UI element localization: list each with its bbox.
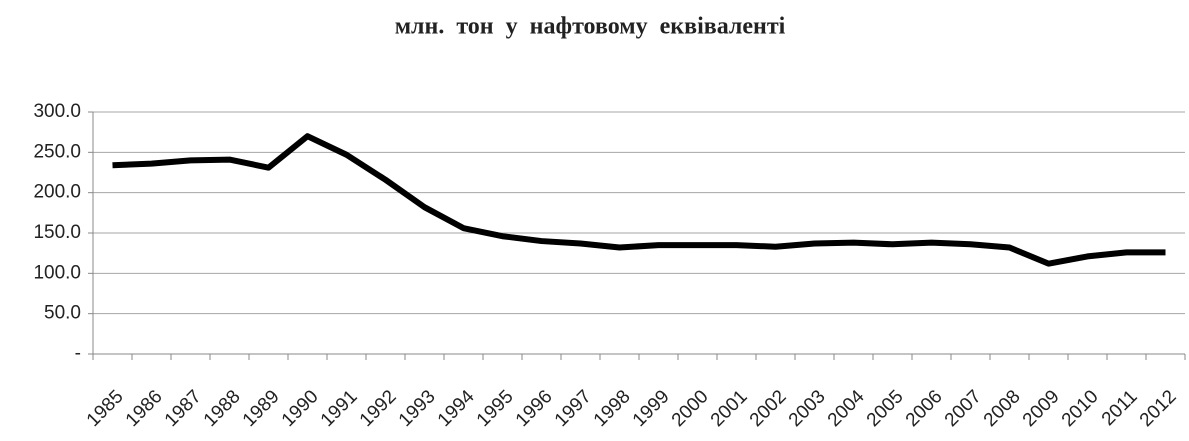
x-tick-label: 1989 bbox=[239, 386, 284, 431]
x-tick-label: 1992 bbox=[356, 386, 401, 431]
x-tick-label: 2012 bbox=[1136, 386, 1181, 431]
y-tick-label: 250.0 bbox=[33, 141, 81, 162]
x-tick-label: 1994 bbox=[434, 386, 479, 431]
x-tick-label: 1997 bbox=[551, 386, 596, 431]
x-tick-label: 2001 bbox=[707, 386, 752, 431]
x-tick-label: 1995 bbox=[473, 386, 518, 431]
x-tick-label: 1996 bbox=[512, 386, 557, 431]
x-tick-label: 1986 bbox=[122, 386, 167, 431]
chart-title: млн. тон у нафтовому еквіваленті bbox=[395, 14, 786, 40]
x-tick-label: 1999 bbox=[629, 386, 674, 431]
y-tick-label: 150.0 bbox=[33, 222, 81, 243]
x-tick-label: 1991 bbox=[317, 386, 362, 431]
x-tick-label: 2011 bbox=[1098, 386, 1142, 430]
x-tick-label: 1993 bbox=[395, 386, 440, 431]
x-tick-label: 2005 bbox=[863, 386, 908, 431]
x-tick-label: 2007 bbox=[941, 386, 986, 431]
x-tick-label: 2002 bbox=[746, 386, 791, 431]
x-tick-label: 1988 bbox=[200, 386, 245, 431]
x-tick-label: 2009 bbox=[1019, 386, 1064, 431]
x-tick-label: 1990 bbox=[278, 386, 323, 431]
y-tick-label: 200.0 bbox=[33, 182, 81, 203]
x-tick-label: 2010 bbox=[1058, 386, 1103, 431]
x-tick-label: 2008 bbox=[980, 386, 1025, 431]
x-tick-label: 2000 bbox=[668, 386, 713, 431]
y-tick-label: 100.0 bbox=[33, 262, 81, 283]
x-tick-label: 2006 bbox=[902, 386, 947, 431]
y-tick-label: 50.0 bbox=[44, 303, 81, 324]
y-tick-label: 300.0 bbox=[33, 101, 81, 122]
x-tick-label: 1987 bbox=[161, 386, 206, 431]
x-tick-label: 1998 bbox=[590, 386, 635, 431]
x-tick-label: 2004 bbox=[824, 386, 869, 431]
data-line bbox=[112, 133, 1166, 267]
y-tick-label: - bbox=[75, 343, 81, 364]
x-tick-label: 2003 bbox=[785, 386, 830, 431]
x-tick-label: 1985 bbox=[83, 386, 128, 431]
